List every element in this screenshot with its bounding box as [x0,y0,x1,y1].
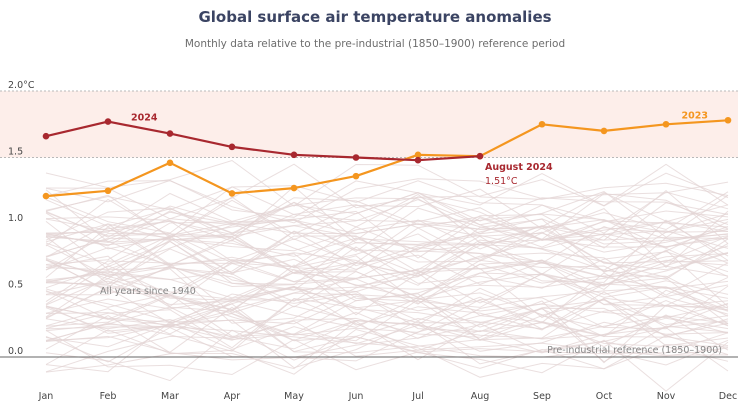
x-tick-label: Aug [471,391,490,402]
background-year-line [45,255,729,306]
chart-subtitle: Monthly data relative to the pre-industr… [184,38,566,50]
background-year-line [45,241,729,299]
x-tick-label: Jan [38,391,54,402]
background-year-line [45,218,729,270]
background-year-line [45,294,729,342]
x-tick-label: Jun [348,391,364,402]
data-point-2024 [290,151,298,159]
background-year-line [45,237,729,290]
x-tick-label: May [284,391,304,402]
background-year-line [45,263,729,319]
background-year-line [45,264,729,317]
background-year-line [45,193,729,241]
background-year-line [45,159,729,207]
series-line-2023 [45,119,729,198]
y-tick-label: 2.0°C [8,80,35,91]
x-tick-label: Oct [596,391,613,402]
background-years-group [45,159,729,392]
x-tick-label: Nov [657,391,676,402]
background-year-line [45,285,729,336]
background-year-line [45,202,729,251]
background-year-line [45,235,729,287]
data-point-2024 [228,143,236,151]
callout-title: August 2024 [485,162,553,173]
background-year-line [45,226,729,279]
background-year-line [45,180,729,234]
background-year-line [45,297,729,349]
chart-title: Global surface air temperature anomalies [198,8,552,26]
background-year-line [45,244,729,291]
x-tick-label: Dec [719,391,737,402]
x-tick-label: Jul [411,391,423,402]
background-year-line [45,163,729,218]
data-point-2023 [166,159,174,167]
callout-value: 1.51°C [485,176,518,187]
data-point-2023 [414,151,422,159]
background-years-label: All years since 1940 [100,286,196,297]
data-point-2024 [352,154,360,161]
x-tick-label: Apr [224,391,241,402]
data-point-2023 [538,120,546,128]
background-year-line [45,315,729,362]
y-tick-label: 0.5 [8,280,23,291]
data-point-2024 [414,156,422,164]
data-point-2023 [290,184,298,192]
series-line-2024 [45,120,481,162]
background-year-line [45,188,729,239]
background-year-line [45,306,729,351]
reference-label: Pre-industrial reference (1850–1900) [547,345,722,356]
background-year-line [45,197,729,249]
series-label-2024: 2024 [131,113,158,124]
data-point-2024 [476,152,484,160]
data-point-2023 [228,190,236,197]
background-year-line [45,219,729,283]
data-point-2023 [662,120,670,128]
background-year-line [45,306,729,354]
background-year-line [45,231,729,277]
background-year-line [45,287,729,338]
data-point-2023 [600,127,608,135]
background-year-line [45,328,729,375]
background-year-line [45,230,729,281]
data-point-2023 [724,116,732,124]
background-year-line [45,329,729,376]
data-point-2024 [104,118,112,125]
data-point-2024 [42,132,50,140]
background-year-line [45,286,729,331]
background-year-line [45,186,729,241]
data-point-2023 [352,172,360,180]
warming-band [0,91,738,158]
background-year-line [45,189,729,244]
data-point-2024 [166,130,174,137]
y-tick-label: 1.0 [8,213,23,224]
data-point-2023 [104,187,112,195]
x-tick-label: Feb [100,391,117,402]
y-tick-label: 0.0 [8,346,23,357]
background-year-line [45,163,729,220]
background-year-line [45,286,729,333]
x-tick-label: Mar [161,391,179,402]
background-year-line [45,191,729,241]
series-label-2023: 2023 [682,110,708,121]
y-tick-label: 1.5 [8,147,23,158]
data-point-2023 [42,192,50,200]
background-year-line [45,286,729,339]
background-year-line [45,219,729,252]
background-year-line [45,192,729,238]
x-tick-label: Sep [533,391,551,402]
background-year-line [45,185,729,242]
